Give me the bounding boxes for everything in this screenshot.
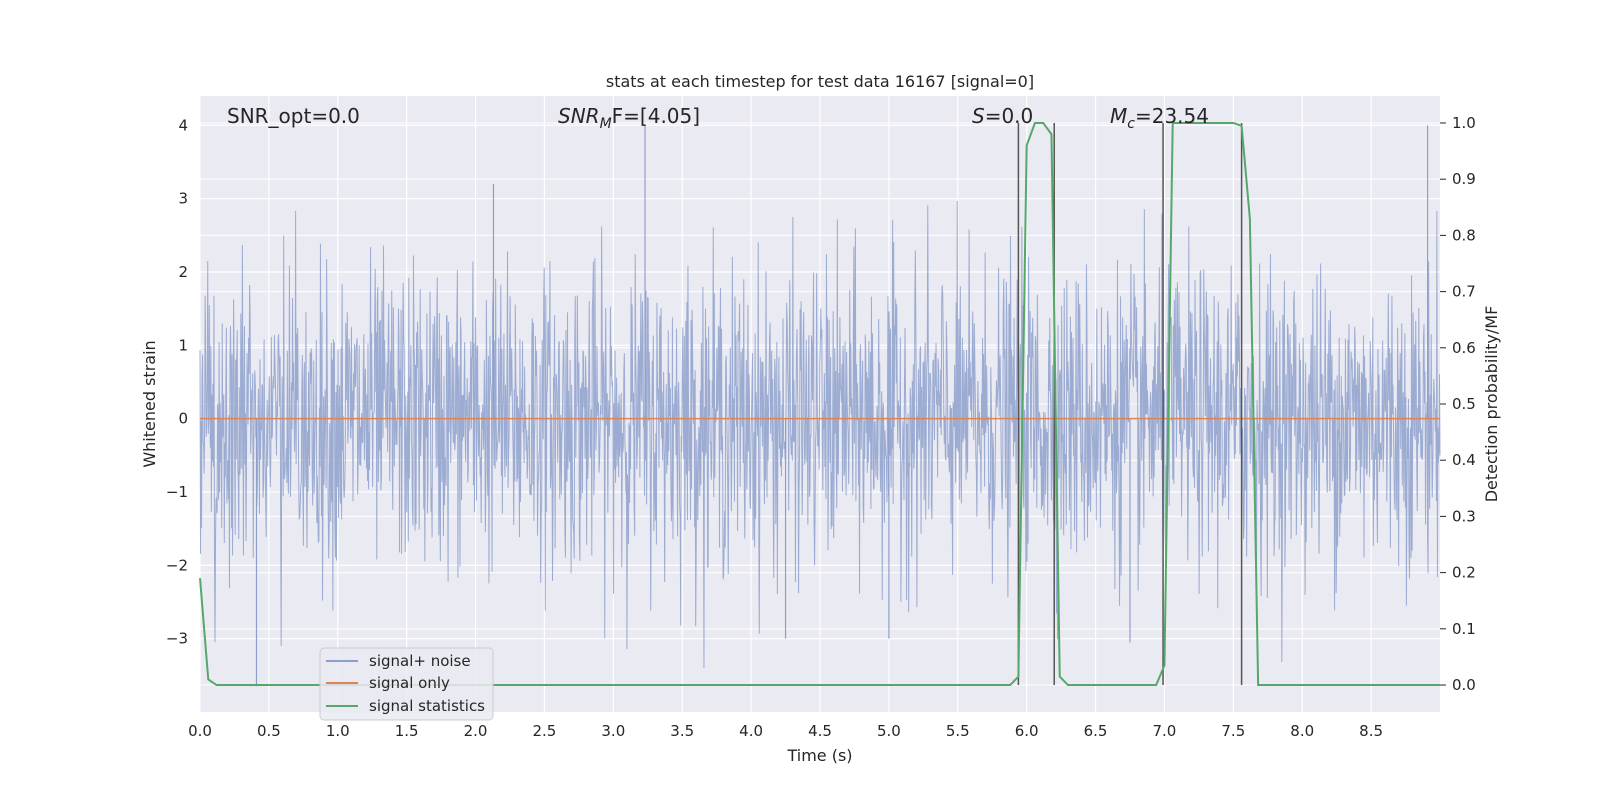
right-y-tick-label: 0.3 [1452, 507, 1476, 525]
x-tick-label: 2.5 [533, 722, 557, 740]
noise-line [199, 201, 1441, 669]
snr-mf-annotation: SNRMF=[4.05] [558, 104, 700, 132]
right-y-tick-label: 0.2 [1452, 564, 1476, 582]
legend-label-stats: signal statistics [369, 697, 485, 715]
mc-annotation: Mc=23.54 [1110, 104, 1209, 132]
y-tick-label: −3 [166, 630, 188, 648]
y-tick-label: 4 [178, 116, 188, 134]
snr-opt-annotation: SNR_opt=0.0 [227, 104, 360, 128]
vertical-markers [1017, 122, 1243, 686]
snr-mf-main: SNR [558, 104, 600, 128]
right-y-tick-label: 0.7 [1452, 283, 1476, 301]
right-y-tick-label: 0.1 [1452, 620, 1476, 638]
x-tick-label: 8.0 [1290, 722, 1314, 740]
right-y-tick-label: 0.9 [1452, 170, 1476, 188]
x-tick-label: 6.0 [1015, 722, 1039, 740]
signal-statistics-line [199, 121, 1440, 687]
legend-label-noise: signal+ noise [369, 652, 471, 670]
right-y-tick-labels: 0.0 0.1 0.2 0.3 0.4 0.5 0.6 0.7 0.8 0.9 1.0 [1440, 114, 1476, 694]
y-tick-label: −1 [166, 483, 188, 501]
y-tick-label: 3 [178, 190, 188, 208]
x-tick-label: 7.5 [1221, 722, 1245, 740]
snr-mf-rest: F=[4.05] [612, 104, 700, 128]
y-tick-label: 1 [178, 336, 188, 354]
x-tick-label: 1.5 [395, 722, 419, 740]
snr-mf-sub: M [600, 116, 612, 132]
x-tick-label: 6.5 [1084, 722, 1108, 740]
x-axis-label: Time (s) [786, 746, 852, 765]
y-axis-label: Whitened strain [140, 340, 159, 467]
x-tick-label: 4.0 [739, 722, 763, 740]
x-tick-label: 3.5 [670, 722, 694, 740]
legend-label-signal: signal only [369, 674, 450, 692]
mc-main: M [1110, 104, 1127, 128]
right-y-tick-label: 0.6 [1452, 339, 1476, 357]
x-tick-label: 3.0 [601, 722, 625, 740]
legend: signal+ noise signal only signal statist… [319, 647, 494, 721]
x-tick-label: 0.5 [257, 722, 281, 740]
signal-statistics-series [199, 121, 1440, 687]
chart-title: stats at each timestep for test data 161… [606, 72, 1034, 91]
y-tick-label: 0 [178, 410, 188, 428]
right-y-tick-label: 0.8 [1452, 226, 1476, 244]
mc-rest: =23.54 [1135, 104, 1209, 128]
right-y-tick-label: 0.4 [1452, 451, 1476, 469]
right-y-tick-label: 0.0 [1452, 676, 1476, 694]
x-tick-label: 7.0 [1153, 722, 1177, 740]
noise-series [199, 125, 1441, 687]
y-tick-label: 2 [178, 263, 188, 281]
right-y-tick-label: 0.5 [1452, 395, 1476, 413]
x-tick-labels: 0.0 0.5 1.0 1.5 2.0 2.5 3.0 3.5 4.0 4.5 5.0 5.5 6.0 6… [188, 722, 1383, 740]
x-tick-label: 2.0 [464, 722, 488, 740]
s-annotation: S=0.0 [972, 104, 1033, 128]
x-tick-label: 4.5 [808, 722, 832, 740]
x-tick-label: 8.5 [1359, 722, 1383, 740]
x-tick-label: 5.5 [946, 722, 970, 740]
s-main: S [972, 104, 985, 128]
x-tick-label: 1.0 [326, 722, 350, 740]
x-tick-label: 5.0 [877, 722, 901, 740]
y-tick-label: −2 [166, 556, 188, 574]
right-y-axis-label: Detection probability/MF [1482, 306, 1501, 503]
right-y-tick-label: 1.0 [1452, 114, 1476, 132]
x-tick-label: 0.0 [188, 722, 212, 740]
legend-box [319, 647, 494, 721]
mc-sub: c [1127, 116, 1135, 132]
y-tick-labels: −3 −2 −1 0 1 2 3 4 [166, 116, 188, 647]
s-rest: =0.0 [985, 104, 1034, 128]
